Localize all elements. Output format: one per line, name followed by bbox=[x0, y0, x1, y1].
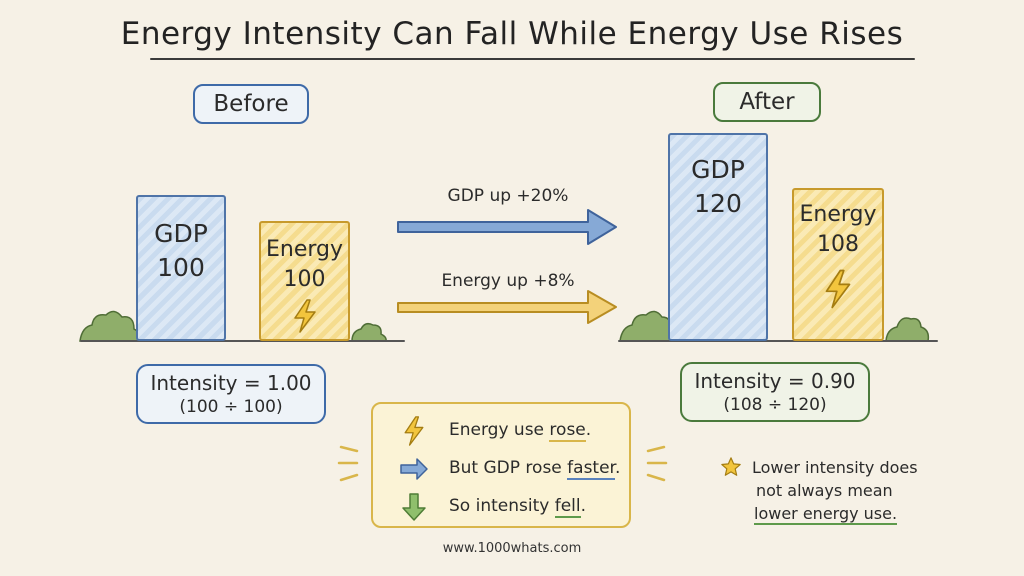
summary-punct: . bbox=[614, 458, 621, 478]
summary-row: Energy use rose. bbox=[373, 416, 633, 446]
summary-box: Energy use rose. But GDP rose faster. So… bbox=[371, 402, 631, 528]
after-intensity: Intensity = 0.90 bbox=[694, 369, 856, 393]
before-intensity-calc: (100 ÷ 100) bbox=[179, 397, 283, 417]
energy-arrow-icon bbox=[397, 290, 617, 324]
gdp-change-label: GDP up +20% bbox=[447, 186, 569, 206]
lightning-icon bbox=[293, 299, 316, 333]
bush-mid-icon bbox=[351, 322, 387, 342]
down-arrow-icon bbox=[402, 493, 426, 521]
summary-punct: . bbox=[580, 496, 586, 516]
before-energy-value: 100 bbox=[283, 267, 326, 292]
after-intensity-box: Intensity = 0.90 (108 ÷ 120) bbox=[680, 362, 870, 422]
summary-emphasis: rose bbox=[549, 420, 586, 442]
after-gdp-bar: GDP 120 bbox=[668, 133, 768, 341]
ground-line-after bbox=[618, 340, 938, 342]
note-line-2: not always mean bbox=[756, 481, 893, 500]
after-tag: After bbox=[713, 82, 821, 122]
summary-emphasis: fell bbox=[554, 496, 581, 518]
before-intensity-box: Intensity = 1.00 (100 ÷ 100) bbox=[136, 364, 326, 424]
after-gdp-label: GDP bbox=[691, 155, 745, 184]
gdp-arrow-icon bbox=[397, 209, 617, 245]
summary-row: But GDP rose faster. bbox=[373, 454, 633, 484]
bush-left-icon bbox=[79, 310, 142, 342]
note-line-3: lower energy use. bbox=[754, 504, 898, 525]
after-intensity-calc: (108 ÷ 120) bbox=[723, 395, 827, 415]
before-energy-bar: Energy 100 bbox=[259, 221, 350, 341]
after-gdp-value: 120 bbox=[694, 189, 742, 218]
title-underline bbox=[150, 58, 915, 60]
summary-row: So intensity fell. bbox=[373, 492, 633, 522]
summary-emphasis: faster bbox=[567, 458, 615, 480]
before-intensity: Intensity = 1.00 bbox=[150, 371, 312, 395]
before-gdp-label: GDP bbox=[154, 219, 208, 248]
star-icon bbox=[721, 457, 741, 476]
summary-text: Energy use bbox=[449, 420, 550, 440]
energy-change-label: Energy up +8% bbox=[441, 271, 575, 291]
ground-line-before bbox=[80, 340, 405, 342]
note-line-1: Lower intensity does bbox=[752, 458, 918, 477]
before-energy-label: Energy bbox=[265, 237, 344, 262]
after-energy-value: 108 bbox=[817, 232, 859, 257]
after-energy-bar: Energy 108 bbox=[792, 188, 884, 341]
before-gdp-bar: GDP 100 bbox=[136, 195, 226, 341]
right-arrow-icon bbox=[400, 458, 428, 480]
bush-after-right-icon bbox=[885, 317, 930, 342]
summary-text: But GDP rose bbox=[449, 458, 568, 478]
sparks-decoration bbox=[337, 445, 668, 482]
before-tag: Before bbox=[193, 84, 309, 124]
footer-url: www.1000whats.com bbox=[442, 541, 582, 556]
lightning-icon bbox=[825, 269, 851, 309]
after-energy-label: Energy bbox=[799, 202, 877, 227]
note: Lower intensity does not always mean low… bbox=[721, 456, 942, 525]
page-title: Energy Intensity Can Fall While Energy U… bbox=[120, 16, 904, 52]
summary-punct: . bbox=[585, 420, 592, 440]
before-gdp-value: 100 bbox=[157, 253, 205, 282]
lightning-icon bbox=[404, 416, 424, 446]
summary-text: So intensity bbox=[449, 496, 555, 516]
